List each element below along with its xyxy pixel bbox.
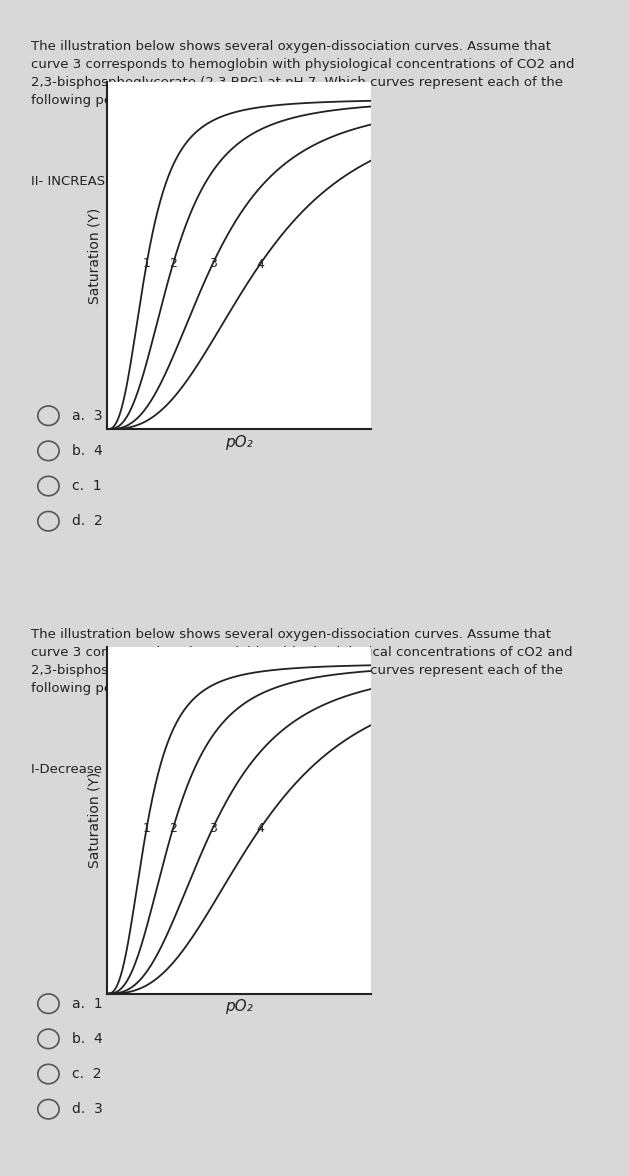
Text: b.  4: b. 4 [72,443,103,457]
Text: The illustration below shows several oxygen-dissociation curves. Assume that
cur: The illustration below shows several oxy… [31,628,572,695]
Text: II- INCREASE IN 2,3 BPG: II- INCREASE IN 2,3 BPG [31,175,188,188]
Text: 2: 2 [169,258,177,270]
Text: a.  1: a. 1 [72,997,103,1010]
Text: 4: 4 [256,258,264,270]
Text: 2: 2 [169,822,177,835]
Text: c.  1: c. 1 [72,479,102,493]
Text: d.  3: d. 3 [72,1102,103,1116]
Text: 1: 1 [143,258,150,270]
Text: a.  3: a. 3 [72,409,103,422]
Y-axis label: Saturation (Y): Saturation (Y) [87,208,101,303]
Text: 1: 1 [143,822,150,835]
X-axis label: pO₂: pO₂ [225,435,253,449]
Text: 3: 3 [209,258,217,270]
Text: 4: 4 [256,822,264,835]
Text: d.  2: d. 2 [72,514,103,528]
Text: b.  4: b. 4 [72,1031,103,1045]
X-axis label: pO₂: pO₂ [225,1000,253,1014]
Y-axis label: Saturation (Y): Saturation (Y) [87,773,101,868]
Text: 3: 3 [209,822,217,835]
Text: The illustration below shows several oxygen-dissociation curves. Assume that
cur: The illustration below shows several oxy… [31,40,574,107]
Text: c.  2: c. 2 [72,1067,101,1081]
Text: I-Decrease in PCO2 -----------: I-Decrease in PCO2 ----------- [31,763,215,776]
